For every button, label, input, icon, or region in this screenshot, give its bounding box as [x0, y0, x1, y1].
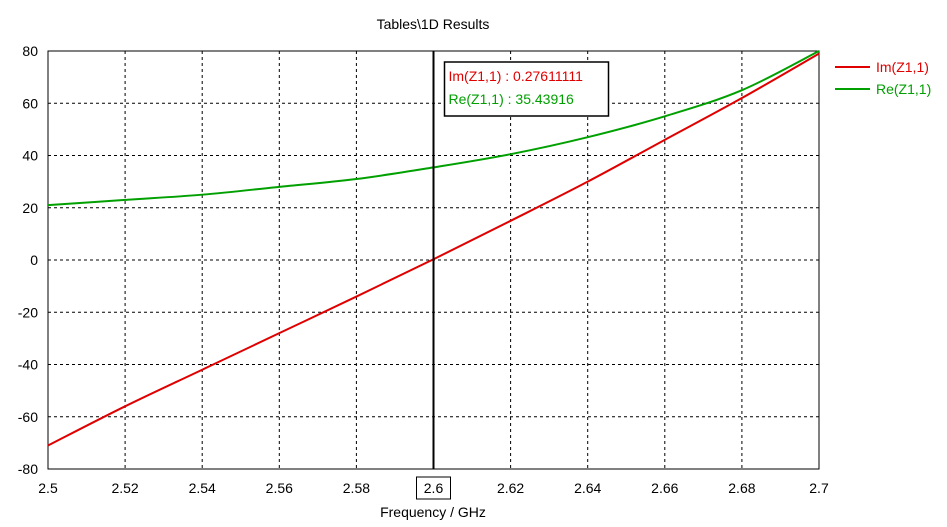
x-tick-label: 2.66 — [651, 480, 678, 496]
marker-x-label-box — [416, 476, 451, 500]
x-tick-label: 2.52 — [111, 480, 138, 496]
y-tick-label: 40 — [22, 148, 38, 164]
x-tick-label: 2.7 — [809, 480, 829, 496]
y-tick-label: -20 — [18, 304, 38, 320]
x-tick-label: 2.68 — [728, 480, 755, 496]
y-tick-label: -40 — [18, 357, 38, 373]
x-tick-label: 2.54 — [189, 480, 216, 496]
y-tick-label: 60 — [22, 95, 38, 111]
x-tick-label: 2.56 — [266, 480, 293, 496]
legend-layer: Im(Z1,1) Re(Z1,1) — [835, 59, 931, 97]
y-tick-label: 0 — [30, 252, 38, 268]
chart-title: Tables\1D Results — [377, 16, 490, 32]
x-tick-label: 2.62 — [497, 480, 524, 496]
marker-readout-text: Re(Z1,1) : 35.43916 — [449, 91, 575, 107]
y-tick-label: 80 — [22, 43, 38, 59]
tick-layer: 2.5 2.52 2.54 2.56 2.58 2.6 2.62 2.64 2.66 2.68 2.… — [18, 43, 829, 500]
x-tick-label: 2.64 — [574, 480, 601, 496]
marker-layer[interactable]: Im(Z1,1) : 0.27611111 Re(Z1,1) : 35.43916 — [432, 51, 610, 469]
y-tick-label: 20 — [22, 200, 38, 216]
x-tick-label: 2.6 — [424, 480, 444, 496]
marker-readout-text: Im(Z1,1) : 0.27611111 — [449, 68, 584, 84]
x-tick-label: 2.58 — [343, 480, 370, 496]
x-tick-label: 2.5 — [38, 480, 58, 496]
legend-entry: Re(Z1,1) — [876, 81, 931, 97]
legend-entry: Im(Z1,1) — [876, 59, 929, 75]
x-axis-label: Frequency / GHz — [380, 504, 486, 520]
y-tick-label: -80 — [18, 461, 38, 477]
y-tick-label: -60 — [18, 409, 38, 425]
marker-readout-box — [443, 61, 610, 117]
